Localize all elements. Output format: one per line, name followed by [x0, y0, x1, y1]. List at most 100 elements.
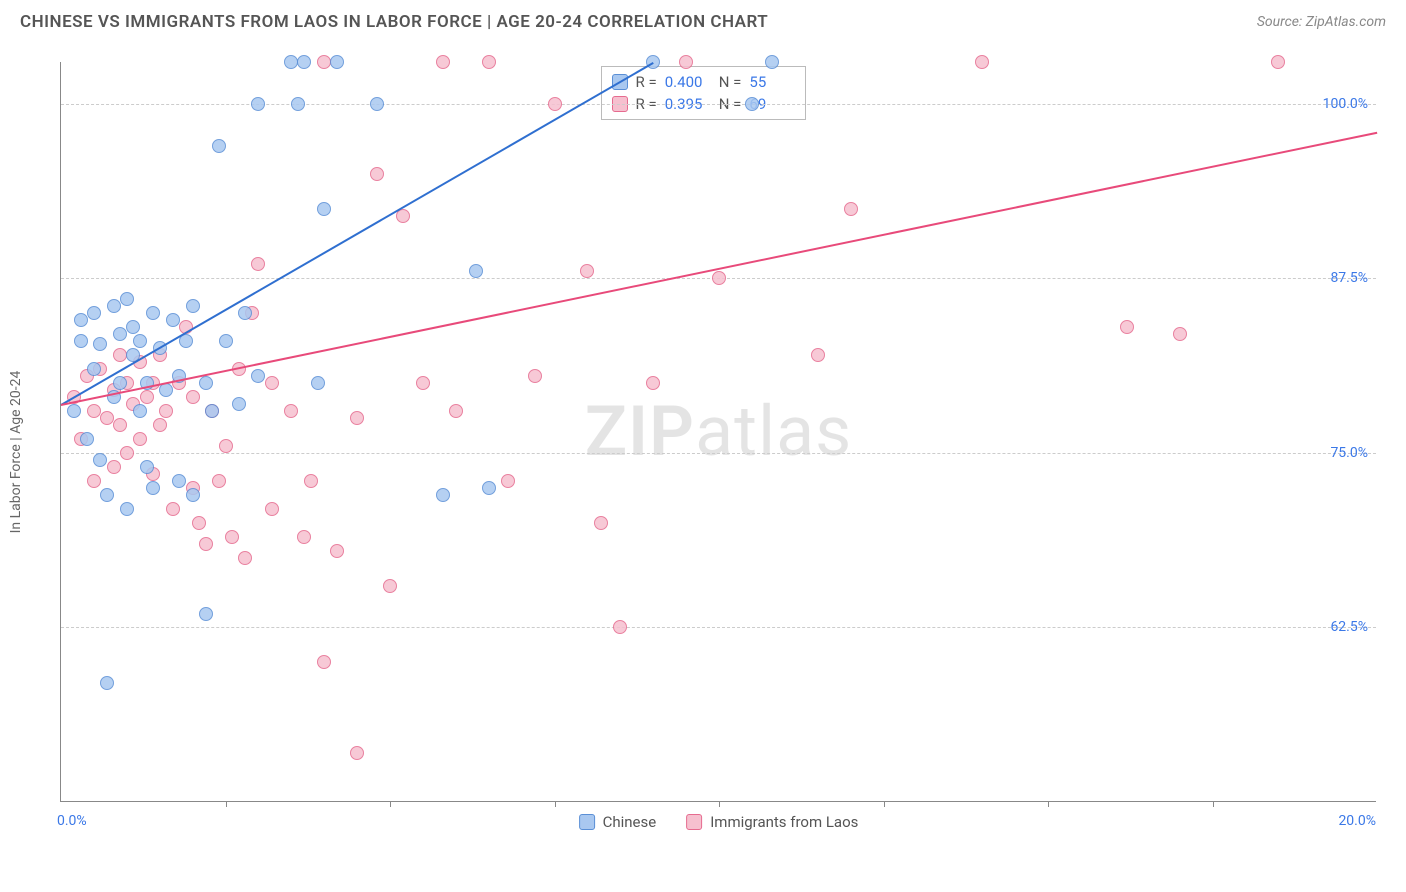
scatter-point [87, 362, 101, 376]
scatter-point [186, 299, 200, 313]
scatter-point [113, 376, 127, 390]
scatter-point [74, 334, 88, 348]
scatter-point [166, 502, 180, 516]
scatter-point [126, 320, 140, 334]
scatter-point [811, 348, 825, 362]
scatter-point [186, 488, 200, 502]
scatter-point [844, 202, 858, 216]
watermark-zip: ZIP [585, 391, 695, 473]
scatter-point [212, 139, 226, 153]
r-value: 0.400 [665, 71, 711, 93]
y-tick-label: 100.0% [1323, 96, 1368, 112]
scatter-point [1271, 55, 1285, 69]
scatter-point [330, 55, 344, 69]
scatter-point [317, 655, 331, 669]
scatter-point [265, 502, 279, 516]
scatter-point [469, 264, 483, 278]
scatter-point [317, 202, 331, 216]
scatter-point [93, 453, 107, 467]
chart-container: In Labor Force | Age 20-24 ZIPatlas R =0… [20, 52, 1386, 852]
scatter-point [225, 530, 239, 544]
legend-label: Chinese [603, 813, 657, 831]
scatter-point [449, 404, 463, 418]
scatter-point [159, 404, 173, 418]
plot-area: ZIPatlas R =0.400N =55R =0.395N =69 Chin… [60, 62, 1376, 802]
scatter-point [199, 376, 213, 390]
scatter-point [146, 481, 160, 495]
watermark-atlas: atlas [695, 391, 852, 473]
scatter-point [712, 271, 726, 285]
x-axis-min-label: 0.0% [57, 813, 87, 829]
scatter-point [133, 334, 147, 348]
scatter-point [74, 313, 88, 327]
scatter-point [311, 376, 325, 390]
x-tick-mark [719, 801, 720, 807]
scatter-point [436, 55, 450, 69]
scatter-point [330, 544, 344, 558]
source-attribution: Source: ZipAtlas.com [1257, 14, 1386, 30]
scatter-point [133, 432, 147, 446]
scatter-point [166, 313, 180, 327]
scatter-point [133, 404, 147, 418]
scatter-point [251, 257, 265, 271]
scatter-point [80, 432, 94, 446]
scatter-point [113, 348, 127, 362]
scatter-point [765, 55, 779, 69]
scatter-point [205, 404, 219, 418]
scatter-point [613, 620, 627, 634]
legend-item: Chinese [579, 813, 657, 831]
n-label: N = [719, 71, 742, 93]
scatter-point [232, 397, 246, 411]
gridline-h [61, 627, 1376, 628]
scatter-point [594, 516, 608, 530]
scatter-point [548, 97, 562, 111]
scatter-point [1173, 327, 1187, 341]
trend-line [60, 62, 653, 406]
legend-swatch-icon [579, 814, 595, 830]
scatter-point [219, 334, 233, 348]
scatter-point [113, 327, 127, 341]
scatter-point [87, 306, 101, 320]
scatter-point [482, 481, 496, 495]
scatter-point [528, 369, 542, 383]
scatter-point [297, 530, 311, 544]
scatter-point [199, 537, 213, 551]
stats-row: R =0.400N =55 [612, 71, 796, 93]
scatter-point [107, 460, 121, 474]
scatter-point [370, 97, 384, 111]
scatter-point [679, 55, 693, 69]
scatter-point [146, 306, 160, 320]
x-tick-mark [226, 801, 227, 807]
scatter-point [265, 376, 279, 390]
y-tick-label: 75.0% [1330, 445, 1368, 461]
scatter-point [317, 55, 331, 69]
y-tick-label: 87.5% [1330, 270, 1368, 286]
x-tick-mark [390, 801, 391, 807]
scatter-point [100, 411, 114, 425]
legend-item: Immigrants from Laos [686, 813, 858, 831]
scatter-point [140, 460, 154, 474]
scatter-point [284, 55, 298, 69]
scatter-point [383, 579, 397, 593]
scatter-point [100, 676, 114, 690]
scatter-point [93, 337, 107, 351]
scatter-point [238, 551, 252, 565]
scatter-point [291, 97, 305, 111]
x-tick-mark [1213, 801, 1214, 807]
scatter-point [120, 446, 134, 460]
scatter-point [87, 404, 101, 418]
scatter-point [140, 390, 154, 404]
scatter-point [219, 439, 233, 453]
scatter-point [186, 390, 200, 404]
scatter-point [297, 55, 311, 69]
scatter-point [350, 746, 364, 760]
chart-legend: Chinese Immigrants from Laos [579, 813, 859, 831]
scatter-point [120, 502, 134, 516]
scatter-point [975, 55, 989, 69]
x-tick-mark [884, 801, 885, 807]
y-tick-label: 62.5% [1330, 619, 1368, 635]
scatter-point [251, 97, 265, 111]
scatter-point [370, 167, 384, 181]
n-value: 55 [749, 71, 795, 93]
scatter-point [238, 306, 252, 320]
